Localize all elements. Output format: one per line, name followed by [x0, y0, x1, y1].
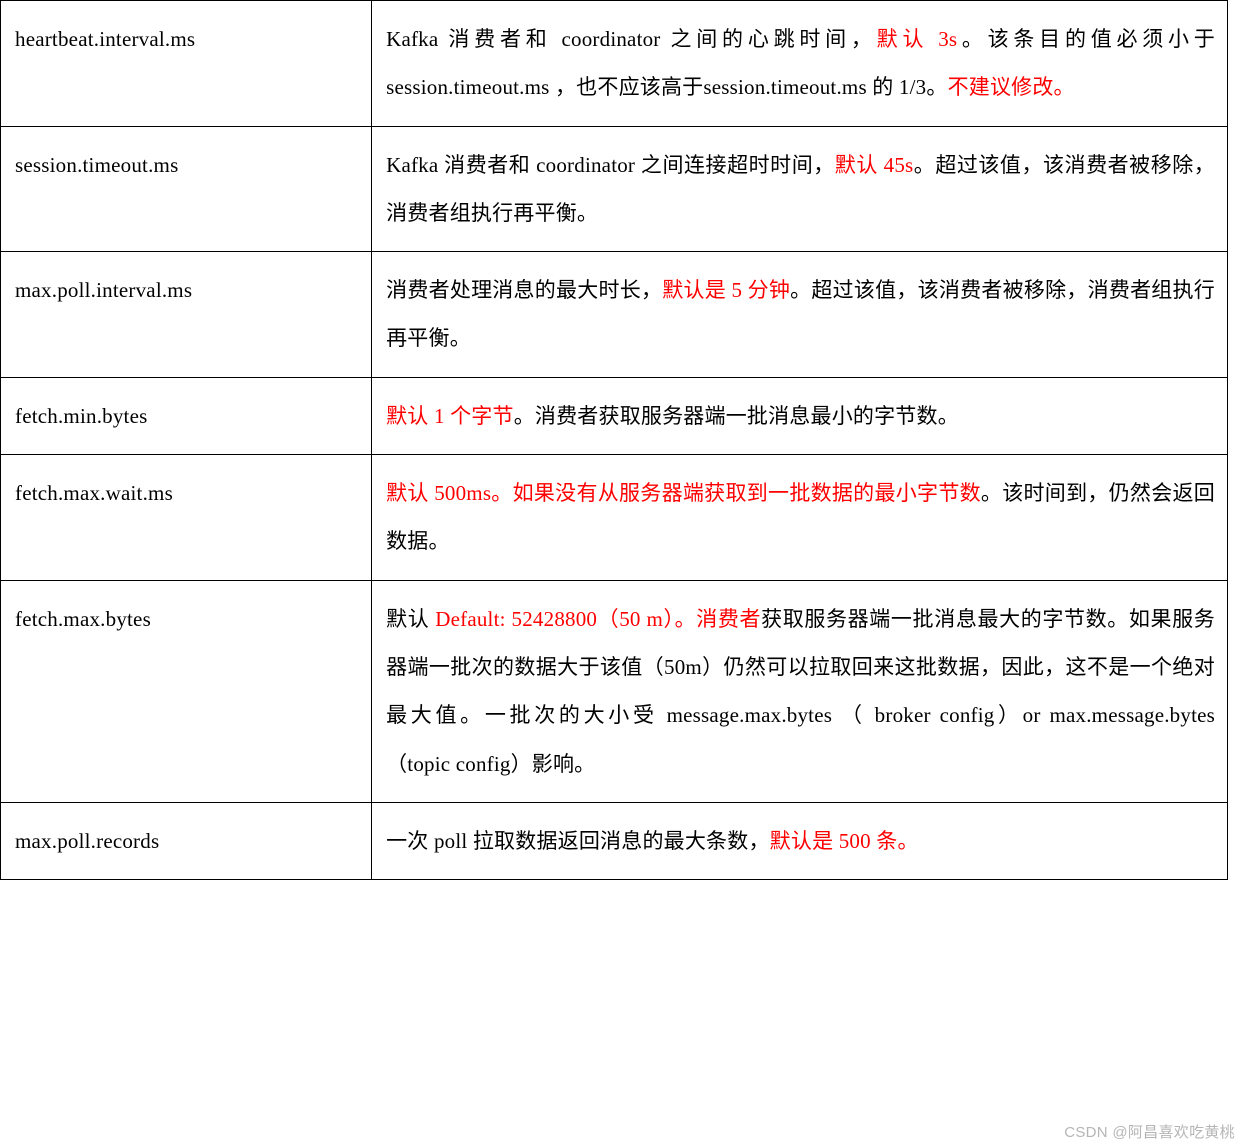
table-row: fetch.max.wait.ms默认 500ms。如果没有从服务器端获取到一批… [1, 455, 1228, 581]
highlight-text: 默认 1 个字节 [386, 404, 514, 428]
config-key: max.poll.records [1, 802, 372, 879]
highlight-text: Default: 52428800（50 m）。消费者 [435, 607, 761, 631]
highlight-text: 默认是 5 分钟 [662, 278, 790, 302]
plain-text: Kafka 消费者和 coordinator 之间连接超时时间， [386, 153, 835, 177]
config-description: Kafka 消费者和 coordinator 之间的心跳时间，默认 3s。该条目… [372, 1, 1228, 127]
config-key: max.poll.interval.ms [1, 252, 372, 378]
config-key: fetch.max.wait.ms [1, 455, 372, 581]
config-key: heartbeat.interval.ms [1, 1, 372, 127]
plain-text: 。消费者获取服务器端一批消息最小的字节数。 [514, 404, 959, 428]
table-row: max.poll.records一次 poll 拉取数据返回消息的最大条数，默认… [1, 802, 1228, 879]
highlight-text: 不建议修改。 [948, 75, 1075, 99]
plain-text: 获取服务器端一批消息最大的字节数。如果服务器端一批次的数据大于该值（50m）仍然… [386, 607, 1215, 776]
highlight-text: 默认 500ms。如果没有从服务器端获取到一批数据的最小字节数 [386, 481, 981, 505]
plain-text: 一次 poll 拉取数据返回消息的最大条数， [386, 829, 770, 853]
table-row: fetch.min.bytes默认 1 个字节。消费者获取服务器端一批消息最小的… [1, 377, 1228, 454]
highlight-text: 默认 45s [835, 153, 914, 177]
config-description: 默认 1 个字节。消费者获取服务器端一批消息最小的字节数。 [372, 377, 1228, 454]
config-key: fetch.max.bytes [1, 580, 372, 802]
highlight-text: 默认是 500 条。 [770, 829, 919, 853]
config-description: Kafka 消费者和 coordinator 之间连接超时时间，默认 45s。超… [372, 126, 1228, 252]
plain-text: Kafka 消费者和 coordinator 之间的心跳时间， [386, 27, 877, 51]
plain-text: 消费者处理消息的最大时长， [386, 278, 662, 302]
config-key: session.timeout.ms [1, 126, 372, 252]
table-body: heartbeat.interval.msKafka 消费者和 coordina… [1, 1, 1228, 880]
watermark: CSDN @阿昌喜欢吃黄桃 [1064, 1121, 1235, 1142]
highlight-text: 默认 3s [877, 27, 958, 51]
config-description: 消费者处理消息的最大时长，默认是 5 分钟。超过该值，该消费者被移除，消费者组执… [372, 252, 1228, 378]
config-description: 默认 Default: 52428800（50 m）。消费者获取服务器端一批消息… [372, 580, 1228, 802]
table-row: max.poll.interval.ms消费者处理消息的最大时长，默认是 5 分… [1, 252, 1228, 378]
table-row: heartbeat.interval.msKafka 消费者和 coordina… [1, 1, 1228, 127]
table-row: fetch.max.bytes默认 Default: 52428800（50 m… [1, 580, 1228, 802]
table-row: session.timeout.msKafka 消费者和 coordinator… [1, 126, 1228, 252]
config-description: 默认 500ms。如果没有从服务器端获取到一批数据的最小字节数。该时间到，仍然会… [372, 455, 1228, 581]
plain-text: 默认 [386, 607, 435, 631]
config-table: heartbeat.interval.msKafka 消费者和 coordina… [0, 0, 1228, 880]
config-key: fetch.min.bytes [1, 377, 372, 454]
config-description: 一次 poll 拉取数据返回消息的最大条数，默认是 500 条。 [372, 802, 1228, 879]
